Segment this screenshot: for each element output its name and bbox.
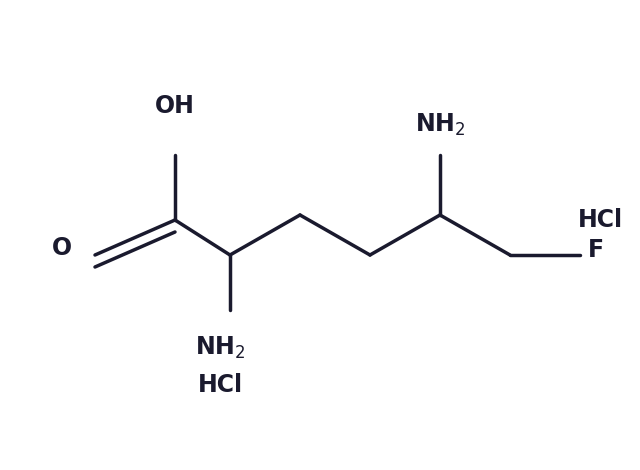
Text: NH$_2$: NH$_2$	[195, 335, 245, 361]
Text: HCl: HCl	[197, 373, 243, 397]
Text: NH$_2$: NH$_2$	[415, 112, 465, 138]
Text: OH: OH	[155, 94, 195, 118]
Text: HCl: HCl	[578, 208, 623, 232]
Text: F: F	[588, 238, 604, 262]
Text: O: O	[52, 236, 72, 260]
